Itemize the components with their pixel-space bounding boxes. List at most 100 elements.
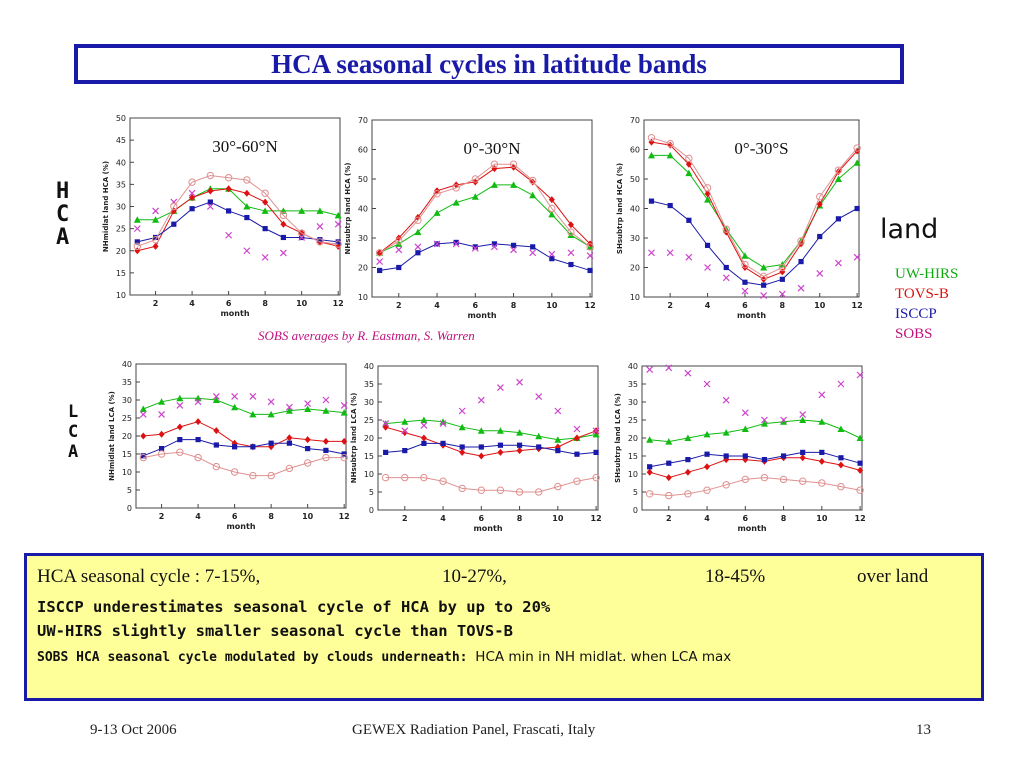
data-point-sobs xyxy=(573,425,581,433)
y-tick-label: 0 xyxy=(369,506,374,515)
x-tick-label: 2 xyxy=(402,514,408,523)
y-tick-label: 15 xyxy=(628,452,638,461)
legend: UW-HIRS TOVS-B ISCCP SOBS xyxy=(895,264,958,344)
data-point-sobs xyxy=(158,410,165,418)
y-tick-label: 25 xyxy=(116,225,126,234)
data-point-sobs_line xyxy=(249,471,257,480)
data-point-sobs_line xyxy=(334,240,342,248)
data-point-sobs xyxy=(722,274,730,282)
data-point-tovs xyxy=(152,242,159,250)
data-point-sobs xyxy=(279,249,287,257)
data-point-sobs_line xyxy=(452,184,460,192)
data-point-sobs xyxy=(477,396,485,404)
data-point-sobs xyxy=(194,398,202,406)
data-point-isccp xyxy=(761,282,767,288)
y-tick-label: 30 xyxy=(628,398,638,407)
y-tick-label: 35 xyxy=(364,380,374,389)
plot-frame xyxy=(641,365,863,511)
series-line-isccp xyxy=(651,200,858,286)
x-tick-label: 6 xyxy=(226,299,232,308)
data-point-isccp xyxy=(497,442,504,448)
data-point-sobs_line xyxy=(573,477,581,485)
data-point-sobs_line xyxy=(322,453,330,462)
y-tick-label: 0 xyxy=(633,506,638,515)
data-point-isccp xyxy=(421,440,427,446)
y-tick-label: 10 xyxy=(364,470,374,479)
data-point-sobs_line xyxy=(779,475,788,484)
data-point-sobs xyxy=(529,249,537,257)
data-point-isccp xyxy=(491,241,498,247)
data-point-uw xyxy=(496,427,504,434)
series-line-tovs xyxy=(385,426,597,457)
data-point-isccp xyxy=(723,453,729,459)
data-point-tovs xyxy=(420,434,427,442)
series-line-isccp xyxy=(649,451,861,468)
series-line-tovs xyxy=(143,421,345,448)
data-point-tovs xyxy=(567,221,574,229)
data-point-sobs_line xyxy=(567,228,575,236)
data-point-sobs_line xyxy=(665,491,673,500)
data-point-sobs xyxy=(243,247,251,255)
page-title: HCA seasonal cycles in latitude bands xyxy=(271,48,707,79)
x-tick-label: 12 xyxy=(585,301,596,310)
data-point-sobs xyxy=(567,249,575,257)
data-point-uw xyxy=(760,264,768,271)
title-box: HCA seasonal cycles in latitude bands xyxy=(74,44,904,84)
data-point-sobs xyxy=(592,427,600,435)
data-point-uw xyxy=(231,403,239,411)
data-point-sobs_line xyxy=(433,190,441,198)
y-tick-label: 25 xyxy=(628,416,638,425)
data-point-uw xyxy=(704,196,712,203)
data-point-tovs xyxy=(548,196,555,204)
y-tick-label: 60 xyxy=(358,146,368,155)
x-axis-label: month xyxy=(737,524,766,533)
data-point-isccp xyxy=(134,239,140,245)
summary-range-sh-subtrp: 18-45% xyxy=(705,566,766,587)
data-point-tovs xyxy=(497,448,504,456)
data-point-sobs_line xyxy=(401,473,409,482)
data-point-isccp xyxy=(536,444,542,450)
data-point-sobs xyxy=(322,396,330,404)
y-tick-label: 40 xyxy=(364,362,374,371)
x-tick-label: 6 xyxy=(742,301,748,310)
data-point-uw xyxy=(243,203,251,210)
data-point-sobs_line xyxy=(528,176,537,185)
data-point-uw xyxy=(647,151,655,159)
data-point-sobs_line xyxy=(375,249,384,257)
data-point-isccp xyxy=(780,453,787,459)
x-tick-label: 10 xyxy=(816,514,828,523)
data-point-sobs_line xyxy=(340,453,348,462)
footer-page-number: 13 xyxy=(916,722,931,738)
data-point-sobs_line xyxy=(243,176,251,184)
y-tick-label: 30 xyxy=(122,396,132,405)
data-point-tovs xyxy=(176,423,183,431)
legend-uw-hirs: UW-HIRS xyxy=(895,266,959,282)
data-point-sobs xyxy=(212,392,220,400)
x-tick-label: 4 xyxy=(705,301,711,310)
data-point-tovs xyxy=(231,439,238,447)
y-tick-label: 35 xyxy=(116,180,126,189)
y-tick-label: 10 xyxy=(630,293,640,302)
y-tick-label: 40 xyxy=(122,360,132,369)
x-tick-label: 6 xyxy=(473,301,479,310)
data-point-sobs_line xyxy=(297,229,306,237)
data-point-isccp xyxy=(305,446,311,452)
data-point-sobs_line xyxy=(586,243,594,251)
data-point-sobs xyxy=(414,243,422,251)
data-point-uw xyxy=(139,405,147,412)
data-point-sobs_line xyxy=(414,216,422,225)
data-point-sobs xyxy=(458,407,466,415)
y-tick-label: 10 xyxy=(116,291,126,300)
data-point-sobs xyxy=(703,380,711,388)
y-tick-label: 20 xyxy=(116,247,126,256)
y-tick-label: 30 xyxy=(358,234,368,243)
data-point-uw xyxy=(548,210,556,218)
x-axis-label: month xyxy=(220,309,249,318)
data-point-tovs xyxy=(140,432,147,440)
data-point-isccp xyxy=(171,221,177,227)
data-point-uw xyxy=(340,409,348,416)
data-point-isccp xyxy=(549,256,555,262)
data-point-isccp xyxy=(593,449,599,455)
data-point-isccp xyxy=(226,208,232,214)
x-tick-label: 10 xyxy=(302,512,314,521)
